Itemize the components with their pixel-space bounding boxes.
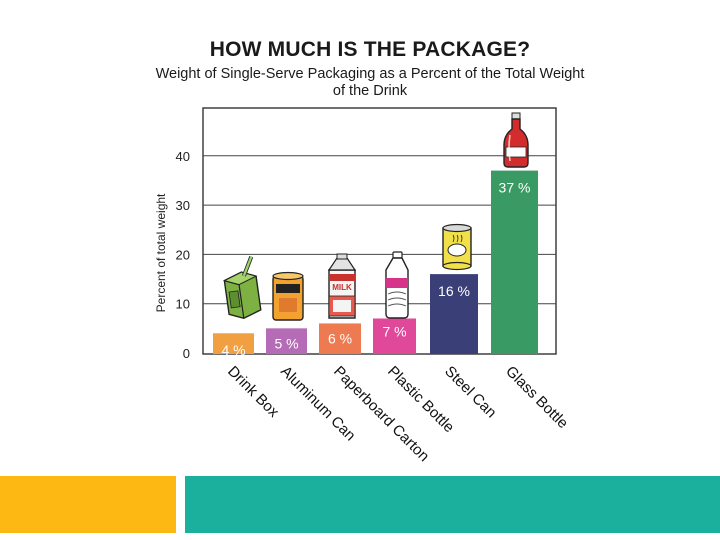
data-label: 16 % — [438, 283, 470, 299]
bar-5 — [430, 274, 478, 354]
data-label: 4 % — [221, 342, 245, 358]
data-label: 5 % — [274, 335, 298, 351]
can-band — [276, 284, 300, 293]
category-label: Paperboard Carton — [330, 363, 432, 465]
bar-3 — [319, 323, 361, 354]
aluminum-can-icon — [272, 271, 304, 321]
bar-4 — [373, 318, 416, 354]
y-tick-label: 20 — [176, 247, 190, 262]
drink-box-panel — [228, 290, 241, 309]
y-tick-label: 40 — [176, 149, 190, 164]
steel-can-icon — [442, 223, 472, 271]
can-top — [272, 271, 304, 281]
category-label: Glass Bottle — [502, 363, 571, 432]
drink-box-top — [222, 271, 258, 286]
plastic-bottle-icon — [385, 251, 409, 319]
milk-carton-icon: MILK — [327, 253, 357, 319]
y-axis-label: Percent of total weight — [154, 193, 168, 312]
bar-1 — [213, 333, 254, 354]
glass-cap — [511, 112, 521, 120]
carton-stripe — [329, 274, 355, 281]
steam — [452, 234, 463, 243]
carton-text: MILK — [332, 283, 352, 292]
bar-chart: 0 10 20 30 40 Percent of total weight 4 % Drink… — [154, 107, 571, 465]
y-tick-label: 30 — [176, 198, 190, 213]
can-stripe — [279, 298, 297, 312]
straw — [242, 256, 253, 277]
drink-box-icon — [222, 255, 262, 320]
category-label: Drink Box — [224, 363, 282, 421]
y-tick-label: 10 — [176, 297, 190, 312]
glass-label — [505, 146, 527, 158]
data-label: 6 % — [328, 330, 352, 346]
carton-window — [333, 300, 351, 312]
bottle-ridges — [387, 291, 407, 307]
category-label: Steel Can — [441, 363, 500, 422]
glass-bottle-icon — [503, 112, 529, 168]
bar-2 — [266, 328, 307, 354]
bar-6 — [491, 170, 538, 354]
glass-shine — [508, 134, 511, 162]
steel-can-bowl — [447, 243, 467, 257]
footer-accent-right — [185, 476, 720, 533]
footer-accent-left — [0, 476, 176, 533]
chart-title: HOW MUCH IS THE PACKAGE? — [209, 38, 531, 61]
bottle-label — [386, 278, 408, 288]
data-label: 37 % — [499, 180, 531, 196]
bottle-cap — [392, 251, 403, 259]
data-label: 7 % — [382, 323, 406, 339]
chart-subtitle: Weight of Single-Serve Packaging as a Pe… — [155, 66, 585, 99]
steel-can-lid — [442, 223, 472, 233]
y-tick-label: 0 — [183, 346, 190, 361]
steel-can-base — [442, 261, 472, 271]
carton-seal — [336, 253, 348, 260]
